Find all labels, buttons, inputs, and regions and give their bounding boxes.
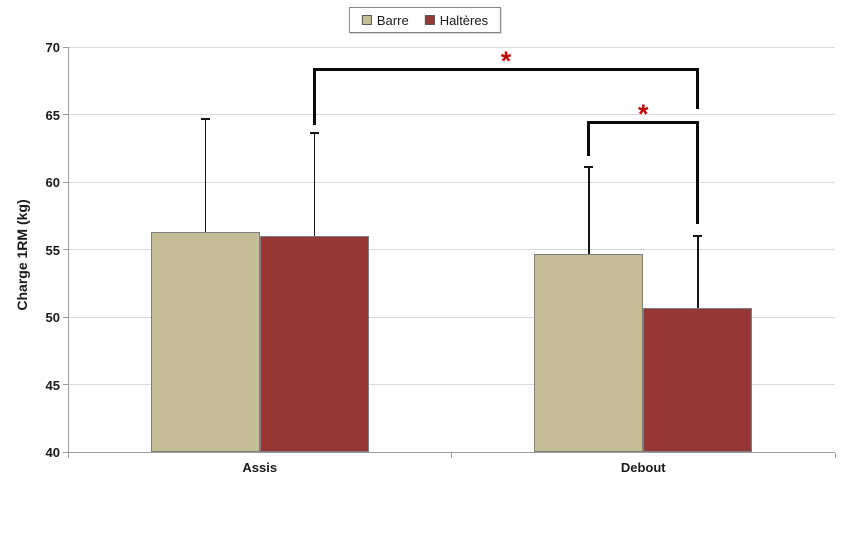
gridline-55 (68, 249, 835, 250)
error-bar-cap (693, 235, 703, 237)
x-tick-0 (67, 452, 69, 458)
y-tick-45 (63, 384, 68, 385)
y-tick-40 (63, 451, 68, 453)
gridline-60 (68, 181, 835, 183)
sig-bracket-0-left-leg (312, 68, 316, 126)
sig-bracket-1-left-leg (587, 121, 591, 157)
legend-label-barre: Barre (376, 12, 409, 28)
y-tick-60 (63, 181, 68, 183)
error-bar-assis-barre (204, 118, 206, 232)
gridline-65 (68, 114, 835, 115)
legend-item-barre: Barre (361, 12, 409, 28)
bar-debout-haltères (643, 307, 753, 452)
y-tick-55 (63, 249, 68, 250)
sig-bracket-1-right-leg (696, 121, 700, 224)
y-tick-label-50: 50 (45, 310, 60, 325)
x-tick-1 (451, 452, 452, 458)
error-bar-cap (584, 166, 594, 169)
legend-swatch-barre-icon (361, 15, 372, 25)
sig-asterisk-0: * (500, 45, 512, 76)
y-tick-65 (63, 114, 68, 115)
gridline-50 (68, 316, 835, 318)
gridline-45 (68, 384, 835, 385)
sig-bracket-1-top (587, 121, 700, 125)
legend-label-halteres: Haltères (439, 12, 489, 28)
error-bar-cap (200, 117, 210, 120)
y-tick-label-45: 45 (45, 377, 60, 393)
chart-legend: Barre Haltères (348, 7, 502, 33)
sig-asterisk-1: * (637, 98, 649, 129)
x-tick-2 (834, 452, 836, 458)
bar-assis-haltères (259, 236, 369, 452)
y-tick-label-65: 65 (45, 107, 60, 123)
error-bar-debout-haltères (697, 236, 699, 308)
x-axis-line (68, 451, 835, 453)
legend-swatch-halteres-icon (424, 15, 435, 25)
bar-assis-barre (150, 231, 260, 452)
y-tick-label-55: 55 (45, 242, 60, 258)
legend-item-halteres: Haltères (424, 12, 489, 28)
x-category-label-debout: Debout (620, 460, 666, 475)
y-axis-line (68, 47, 69, 452)
error-bar-cap (309, 132, 319, 135)
error-bar-debout-barre (588, 167, 590, 254)
sig-bracket-0-top (312, 68, 700, 72)
y-tick-70 (63, 46, 68, 48)
x-category-label-assis: Assis (242, 460, 278, 475)
y-tick-50 (63, 316, 68, 318)
error-bar-assis-haltères (313, 133, 315, 236)
y-tick-label-70: 70 (45, 40, 60, 55)
y-tick-label-60: 60 (45, 175, 60, 190)
sig-bracket-0-right-leg (696, 68, 700, 110)
bar-debout-barre (534, 253, 644, 452)
y-tick-label-40: 40 (45, 445, 60, 460)
gridline-70 (68, 46, 835, 48)
